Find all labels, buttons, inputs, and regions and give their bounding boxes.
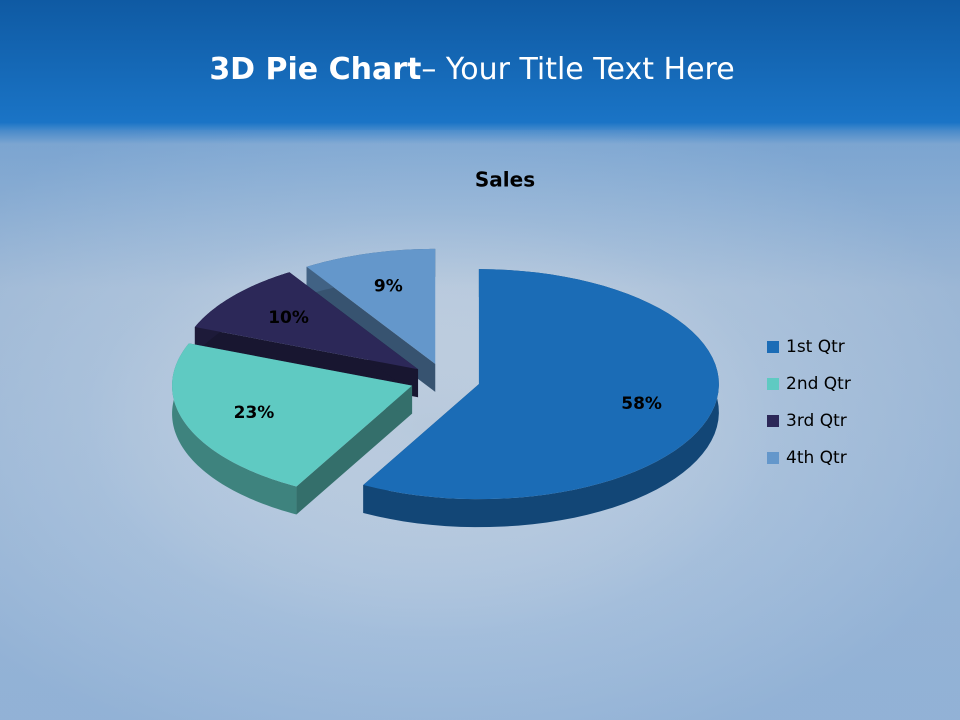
slice [172,343,413,487]
legend-swatch [767,378,779,390]
legend-label: 2nd Qtr [786,374,851,394]
legend-swatch [767,415,779,427]
legend-swatch [767,452,779,464]
title-rest: – Your Title Text Here [421,52,734,87]
legend-label: 3rd Qtr [786,411,847,431]
slice-side [363,269,719,528]
data-label: 23% [234,403,275,423]
legend-label: 1st Qtr [786,337,845,357]
data-label: 10% [268,308,309,328]
chart-title: Sales [475,168,535,192]
slice [306,248,436,364]
legend: 1st Qtr 2nd Qtr 3rd Qtr 4th Qtr [767,337,851,468]
slice [363,269,719,500]
data-label: 9% [374,277,403,297]
slice-wall [296,385,413,515]
legend-label: 4th Qtr [786,448,847,468]
slide-title: 3D Pie Chart– Your Title Text Here [209,52,734,87]
title-bold: 3D Pie Chart [209,52,421,87]
data-label: 58% [621,394,662,414]
slice [194,272,419,370]
legend-swatch [767,341,779,353]
pie: 58% 23% 10% 9% [172,248,719,528]
